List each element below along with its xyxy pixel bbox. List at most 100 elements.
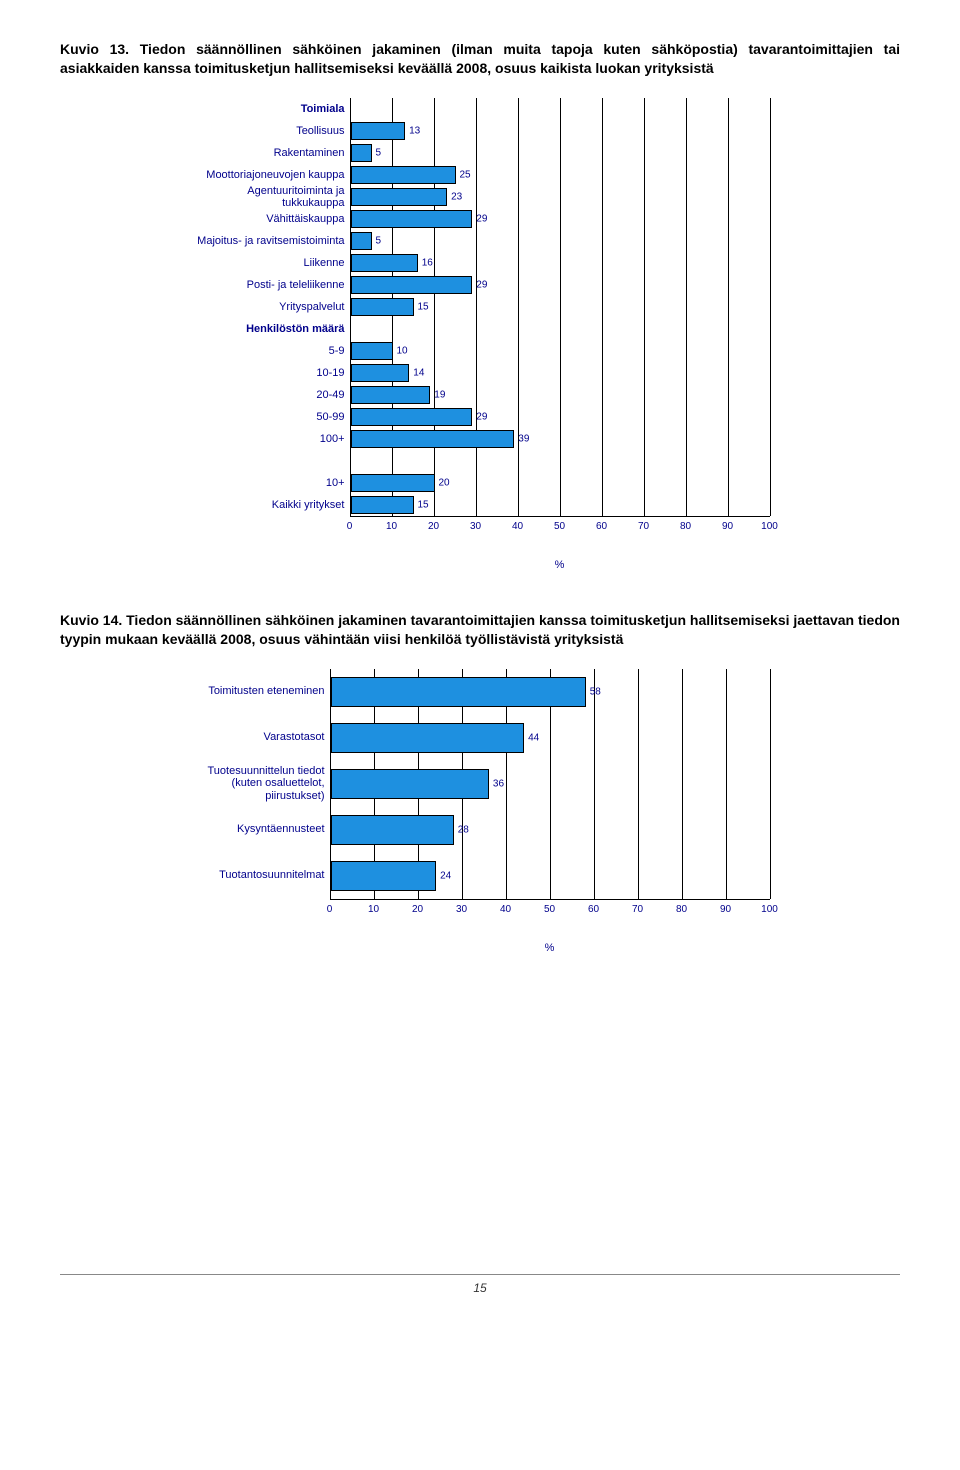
- x-axis-title: %: [190, 559, 770, 571]
- x-tick-label: 30: [470, 521, 481, 532]
- chart-row: Posti- ja teleliikenne 29: [190, 274, 771, 296]
- bar: [351, 210, 473, 228]
- chart-row: 20-49 19: [190, 384, 771, 406]
- bar: [351, 386, 431, 404]
- chart-row: Toimitusten eteneminen58: [190, 669, 771, 715]
- bar-value-label: 15: [418, 301, 429, 312]
- category-label: 10-19: [190, 367, 350, 379]
- bar-value-label: 44: [528, 732, 539, 743]
- category-label: 20-49: [190, 389, 350, 401]
- chart-row: Agentuuritoiminta ja tukkukauppa 23: [190, 186, 771, 208]
- chart-row: Moottoriajoneuvojen kauppa 25: [190, 164, 771, 186]
- x-tick-label: 40: [500, 904, 511, 915]
- category-label: Posti- ja teleliikenne: [190, 279, 350, 291]
- x-tick-label: 100: [761, 904, 778, 915]
- x-tick-label: 10: [368, 904, 379, 915]
- bar-value-label: 5: [376, 235, 382, 246]
- bar-value-label: 10: [397, 345, 408, 356]
- bar: [351, 188, 448, 206]
- bar-value-label: 19: [434, 389, 445, 400]
- x-axis-title: %: [190, 942, 770, 954]
- bar-value-label: 5: [376, 147, 382, 158]
- category-group-header: Henkilöstön määrä: [190, 323, 350, 335]
- chart-row: 5-910: [190, 340, 771, 362]
- x-tick-label: 30: [456, 904, 467, 915]
- x-tick-label: 80: [676, 904, 687, 915]
- category-label: 100+: [190, 433, 350, 445]
- x-tick-label: 40: [512, 521, 523, 532]
- x-tick-label: 0: [327, 904, 333, 915]
- chart-row: [190, 450, 771, 472]
- x-tick-label: 70: [632, 904, 643, 915]
- bar-value-label: 25: [460, 169, 471, 180]
- chart-row: Varastotasot 44: [190, 715, 771, 761]
- bar-value-label: 16: [422, 257, 433, 268]
- category-label: Vähittäiskauppa: [190, 213, 350, 225]
- chart-row: Tuotantosuunnitelmat 24: [190, 853, 771, 899]
- chart-14: Toimitusten eteneminen58 Varastotasot 44 Tu…: [190, 669, 771, 954]
- figure-13-caption: Kuvio 13. Tiedon säännöllinen sähköinen …: [60, 40, 900, 78]
- chart-row: Liikenne16: [190, 252, 771, 274]
- category-label: Agentuuritoiminta ja tukkukauppa: [190, 185, 350, 209]
- chart-13: ToimialaTeollisuus13Rakentaminen5Moottor…: [190, 98, 771, 571]
- chart-row: Tuotesuunnittelun tiedot (kuten osaluett…: [190, 761, 771, 807]
- bar-value-label: 20: [439, 477, 450, 488]
- x-tick-label: 90: [722, 521, 733, 532]
- category-label: 10+: [190, 477, 350, 489]
- bar: [351, 298, 414, 316]
- page-number: 15: [0, 1275, 960, 1315]
- bar: [331, 769, 489, 799]
- bar-value-label: 15: [418, 499, 429, 510]
- x-tick-label: 60: [596, 521, 607, 532]
- chart-row: Rakentaminen5: [190, 142, 771, 164]
- x-tick-label: 100: [761, 521, 778, 532]
- bar-value-label: 39: [518, 433, 529, 444]
- chart-row: Toimiala: [190, 98, 771, 120]
- bar: [351, 232, 372, 250]
- bar-value-label: 14: [413, 367, 424, 378]
- bar: [351, 496, 414, 514]
- bar-value-label: 29: [476, 279, 487, 290]
- x-tick-label: 50: [544, 904, 555, 915]
- bar: [351, 474, 435, 492]
- category-label: Yrityspalvelut: [190, 301, 350, 313]
- chart-row: Vähittäiskauppa29: [190, 208, 771, 230]
- chart-row: 100+ 39: [190, 428, 771, 450]
- category-label: Tuotesuunnittelun tiedot (kuten osaluett…: [190, 765, 330, 803]
- bar: [351, 122, 406, 140]
- chart-row: Kysyntäennusteet 28: [190, 807, 771, 853]
- category-label: Teollisuus: [190, 125, 350, 137]
- bar-value-label: 36: [493, 778, 504, 789]
- chart-row: Teollisuus 13: [190, 120, 771, 142]
- bar-value-label: 29: [476, 411, 487, 422]
- category-label: 50-99: [190, 411, 350, 423]
- chart-row: Majoitus- ja ravitsemistoiminta 5: [190, 230, 771, 252]
- category-label: Varastotasot: [190, 731, 330, 744]
- bar-value-label: 28: [458, 824, 469, 835]
- x-tick-label: 20: [412, 904, 423, 915]
- figure-14-caption: Kuvio 14. Tiedon säännöllinen sähköinen …: [60, 611, 900, 649]
- category-label: Kysyntäennusteet: [190, 823, 330, 836]
- category-label: Majoitus- ja ravitsemistoiminta: [190, 235, 350, 247]
- bar: [351, 166, 456, 184]
- x-tick-label: 10: [386, 521, 397, 532]
- bar: [351, 254, 418, 272]
- bar: [331, 861, 437, 891]
- x-tick-label: 20: [428, 521, 439, 532]
- x-tick-label: 90: [720, 904, 731, 915]
- bar: [331, 815, 454, 845]
- category-label: Moottoriajoneuvojen kauppa: [190, 169, 350, 181]
- bar-value-label: 23: [451, 191, 462, 202]
- chart-13-container: ToimialaTeollisuus13Rakentaminen5Moottor…: [60, 98, 900, 571]
- chart-14-container: Toimitusten eteneminen58 Varastotasot 44 Tu…: [60, 669, 900, 954]
- chart-row: Kaikki yritykset15: [190, 494, 771, 516]
- bar-value-label: 24: [440, 870, 451, 881]
- bar-value-label: 13: [409, 125, 420, 136]
- bar: [331, 677, 586, 707]
- bar: [351, 364, 410, 382]
- x-tick-label: 60: [588, 904, 599, 915]
- x-tick-label: 80: [680, 521, 691, 532]
- category-label: Tuotantosuunnitelmat: [190, 869, 330, 882]
- bar: [351, 408, 473, 426]
- bar: [331, 723, 525, 753]
